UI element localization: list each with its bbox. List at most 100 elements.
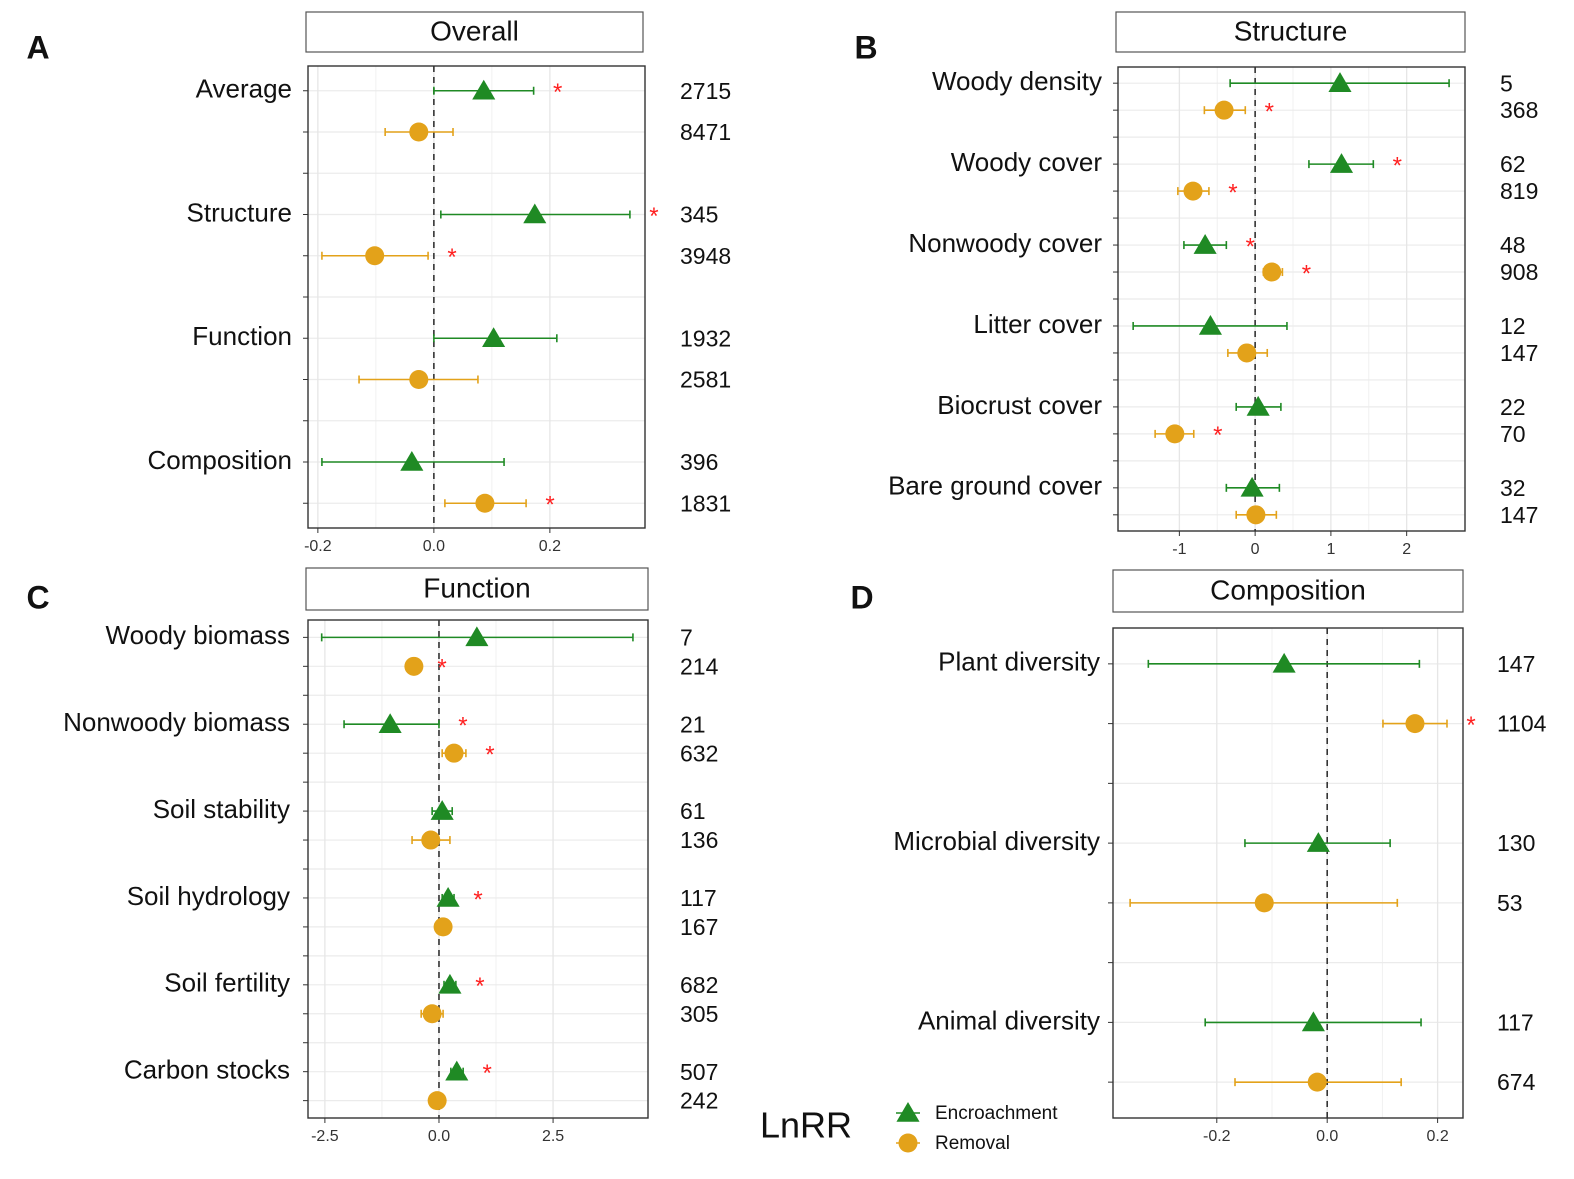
- legend-title: LnRR: [760, 1105, 852, 1146]
- category-label: Nonwoody biomass: [63, 707, 290, 737]
- point: [1254, 893, 1274, 913]
- strip: [1115, 11, 1466, 53]
- point: [1329, 153, 1354, 173]
- category-label: Structure: [187, 197, 293, 227]
- sample-size: 2715: [680, 78, 731, 104]
- point: [1306, 832, 1330, 852]
- strip: [1112, 569, 1464, 613]
- sample-size: 48: [1500, 232, 1526, 258]
- sample-size: 1104: [1497, 711, 1547, 737]
- point: [365, 246, 385, 266]
- point: [1193, 234, 1217, 254]
- x-tick-label: 0.0: [1316, 1128, 1338, 1145]
- point: [438, 973, 462, 994]
- panel-letter: A: [26, 29, 49, 65]
- x-tick-label: 2.5: [542, 1128, 564, 1145]
- category-label: Composition: [147, 445, 292, 475]
- panel-letter: D: [850, 579, 873, 615]
- category-label: Bare ground cover: [888, 471, 1102, 501]
- point: [1198, 314, 1222, 335]
- sample-size: 147: [1500, 502, 1538, 528]
- sample-size: 214: [680, 653, 719, 679]
- significance-star: *: [1246, 233, 1255, 260]
- sample-size: 53: [1497, 890, 1523, 916]
- point: [427, 1091, 447, 1111]
- point: [409, 122, 429, 142]
- plot-border: [1117, 66, 1466, 532]
- sample-size: 22: [1500, 394, 1526, 420]
- x-tick-label: 0: [1251, 541, 1260, 558]
- sample-size: 117: [680, 885, 717, 911]
- point: [400, 451, 424, 471]
- sample-size: 908: [1500, 259, 1538, 285]
- significance-star: *: [553, 79, 562, 106]
- strip: [305, 567, 649, 611]
- point: [472, 79, 496, 100]
- category-label: Function: [192, 321, 292, 351]
- category-label: Soil stability: [153, 794, 290, 824]
- strip: [305, 11, 644, 53]
- panel-letter: C: [26, 579, 49, 615]
- point: [1307, 1072, 1327, 1092]
- sample-size: 147: [1497, 651, 1535, 677]
- sample-size: 242: [680, 1088, 718, 1114]
- sample-size: 147: [1500, 340, 1538, 366]
- x-tick-label: 0.2: [1426, 1128, 1448, 1145]
- x-tick-label: 1: [1326, 541, 1335, 558]
- category-label: Soil fertility: [164, 968, 290, 998]
- sample-size: 117: [1497, 1009, 1534, 1035]
- sample-size: 345: [680, 202, 718, 228]
- x-tick-label: -0.2: [304, 538, 332, 555]
- sample-size: 819: [1500, 178, 1538, 204]
- category-label: Nonwoody cover: [908, 228, 1102, 258]
- point: [433, 917, 453, 937]
- legend-label: Encroachment: [935, 1103, 1058, 1124]
- plot-border: [307, 65, 646, 529]
- point: [404, 656, 424, 676]
- significance-star: *: [473, 886, 482, 913]
- sample-size: 1932: [680, 325, 731, 351]
- sample-size: 32: [1500, 475, 1526, 501]
- significance-star: *: [447, 244, 456, 271]
- sample-size: 3948: [680, 243, 731, 269]
- plot-border: [307, 619, 649, 1119]
- category-label: Average: [196, 74, 292, 104]
- point: [1328, 72, 1352, 92]
- category-label: Woody cover: [951, 147, 1103, 177]
- sample-size: 5: [1500, 70, 1513, 96]
- point: [421, 830, 441, 850]
- sample-size: 1831: [680, 490, 731, 516]
- point: [1272, 652, 1296, 673]
- significance-star: *: [1265, 99, 1274, 126]
- point: [409, 370, 429, 389]
- point: [475, 493, 495, 513]
- sample-size: 674: [1497, 1069, 1536, 1095]
- point: [1301, 1011, 1325, 1032]
- significance-star: *: [482, 1060, 491, 1087]
- sample-size: 632: [680, 740, 718, 766]
- sample-size: 61: [680, 798, 706, 824]
- point: [1246, 505, 1266, 525]
- plot-background: [1113, 628, 1463, 1118]
- point: [523, 203, 547, 224]
- category-label: Litter cover: [973, 309, 1102, 339]
- significance-star: *: [475, 973, 484, 1000]
- x-tick-label: 2: [1402, 541, 1411, 558]
- category-label: Animal diversity: [918, 1005, 1100, 1035]
- significance-star: *: [485, 742, 494, 769]
- sample-size: 136: [680, 827, 718, 853]
- sample-size: 396: [680, 449, 718, 475]
- point: [1240, 476, 1264, 497]
- significance-star: *: [545, 492, 554, 519]
- x-tick-label: -1: [1172, 541, 1186, 558]
- point: [445, 1060, 469, 1081]
- point: [436, 886, 460, 907]
- point: [430, 800, 454, 820]
- sample-size: 70: [1500, 421, 1526, 447]
- sample-size: 21: [680, 711, 706, 737]
- significance-star: *: [1228, 179, 1237, 206]
- strip-title: Overall: [430, 15, 519, 46]
- significance-star: *: [1302, 260, 1311, 287]
- significance-star: *: [649, 203, 658, 230]
